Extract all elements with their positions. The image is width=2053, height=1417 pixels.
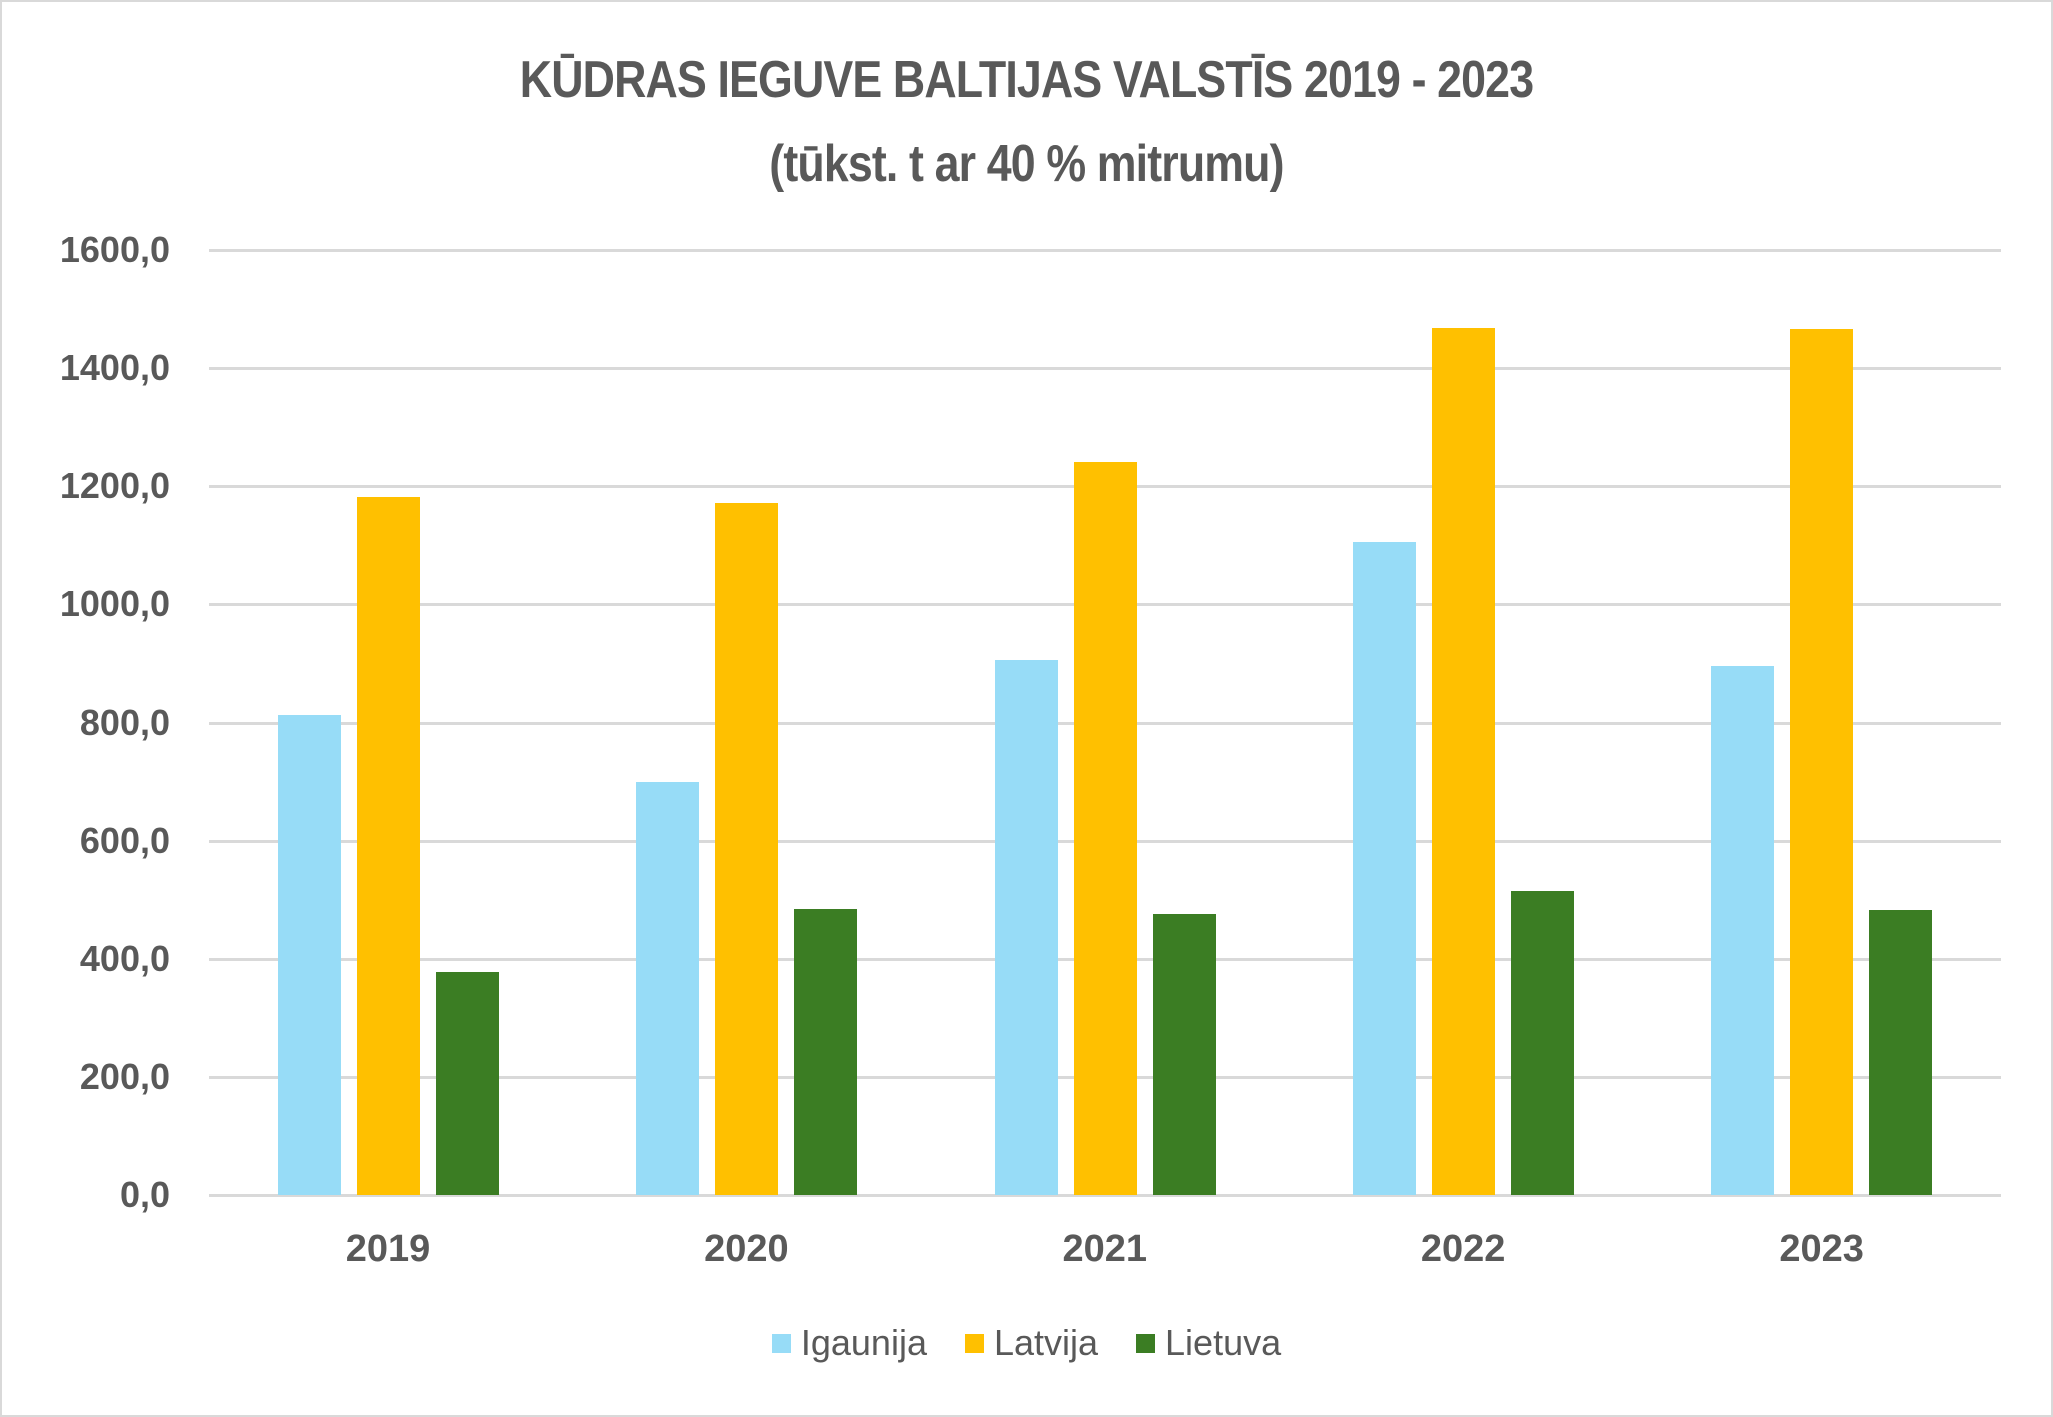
bar-igaunija-2020 — [636, 782, 700, 1195]
bar-latvija-2023 — [1790, 328, 1854, 1195]
y-axis-tick-label: 400,0 — [79, 937, 170, 979]
legend: Igaunija Latvija Lietuva — [0, 1322, 2053, 1364]
bar-latvija-2021 — [1073, 462, 1137, 1195]
bar-latvija-2020 — [715, 503, 779, 1195]
bar-igaunija-2019 — [277, 715, 341, 1195]
bar-lietuva-2021 — [1152, 913, 1216, 1195]
legend-label: Igaunija — [800, 1322, 927, 1363]
bar-lietuva-2020 — [794, 908, 858, 1195]
x-axis-tick-label: 2019 — [345, 1228, 431, 1270]
bar-igaunija-2023 — [1711, 666, 1775, 1195]
y-axis-tick-label: 1600,0 — [59, 229, 170, 270]
legend-swatch-latvija — [964, 1333, 984, 1353]
y-axis-tick-label: 0,0 — [119, 1174, 170, 1215]
bar-lietuva-2022 — [1510, 890, 1574, 1195]
y-axis-tick-label: 600,0 — [79, 819, 170, 861]
bar-latvija-2022 — [1431, 327, 1495, 1195]
gridline — [209, 367, 2001, 371]
legend-item-latvija: Latvija — [964, 1322, 1099, 1364]
gridline — [209, 249, 2001, 252]
chart-subtitle: (tūkst. t ar 40 % mitrumu) — [769, 135, 1284, 193]
chart-title: KŪDRAS IEGUVE BALTIJAS VALSTĪS 2019 - 20… — [519, 51, 1534, 109]
x-axis-tick-label: 2021 — [1062, 1228, 1148, 1270]
x-axis-tick-label: 2023 — [1779, 1228, 1864, 1270]
legend-swatch-lietuva — [1136, 1333, 1156, 1353]
y-axis-tick-label: 1400,0 — [59, 347, 170, 389]
y-axis-tick-label: 1200,0 — [59, 465, 170, 507]
bar-lietuva-2023 — [1869, 909, 1933, 1195]
bar-lietuva-2019 — [435, 971, 499, 1195]
legend-label: Latvija — [993, 1322, 1099, 1363]
x-axis-tick-label: 2020 — [704, 1228, 789, 1270]
legend-label: Lietuva — [1165, 1322, 1282, 1363]
legend-swatch-igaunija — [771, 1333, 791, 1353]
y-axis-tick-label: 800,0 — [79, 701, 170, 743]
y-axis-tick-label: 200,0 — [79, 1055, 170, 1097]
bar-igaunija-2022 — [1352, 541, 1416, 1195]
legend-item-lietuva: Lietuva — [1136, 1322, 1281, 1364]
legend-item-igaunija: Igaunija — [771, 1322, 927, 1364]
x-axis-tick-label: 2022 — [1420, 1228, 1506, 1270]
y-axis-tick-label: 1000,0 — [59, 583, 170, 625]
bar-latvija-2019 — [356, 497, 420, 1195]
gridline — [209, 1194, 2001, 1197]
bar-igaunija-2021 — [994, 660, 1058, 1195]
